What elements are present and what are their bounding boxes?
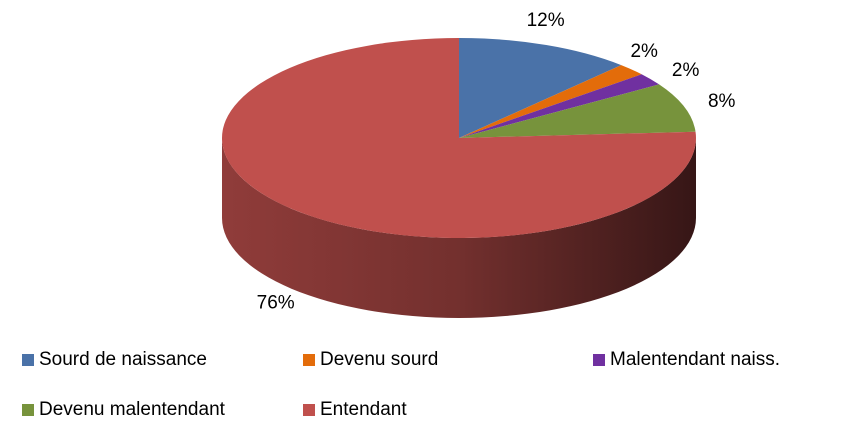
data-label: 8% <box>708 91 736 112</box>
pie-slice <box>221 38 696 238</box>
legend-swatch <box>22 404 34 416</box>
pie-slice <box>459 84 696 138</box>
legend-label: Malentendant naiss. <box>610 349 780 370</box>
legend-label: Devenu malentendant <box>39 399 226 420</box>
pie-side <box>222 138 696 318</box>
data-label: 2% <box>672 60 700 81</box>
legend-label: Sourd de naissance <box>39 349 207 370</box>
data-label: 76% <box>257 292 295 313</box>
pie-slice <box>459 38 622 138</box>
legend-swatch <box>303 354 315 366</box>
legend-swatch <box>22 354 34 366</box>
data-label: 12% <box>527 10 565 31</box>
legend-label: Entendant <box>320 399 407 420</box>
pie-slice <box>459 74 660 138</box>
pie-slice <box>459 65 642 138</box>
legend-label: Devenu sourd <box>320 349 438 370</box>
legend-swatch <box>593 354 605 366</box>
legend-swatch <box>303 404 315 416</box>
data-label: 2% <box>630 41 658 62</box>
